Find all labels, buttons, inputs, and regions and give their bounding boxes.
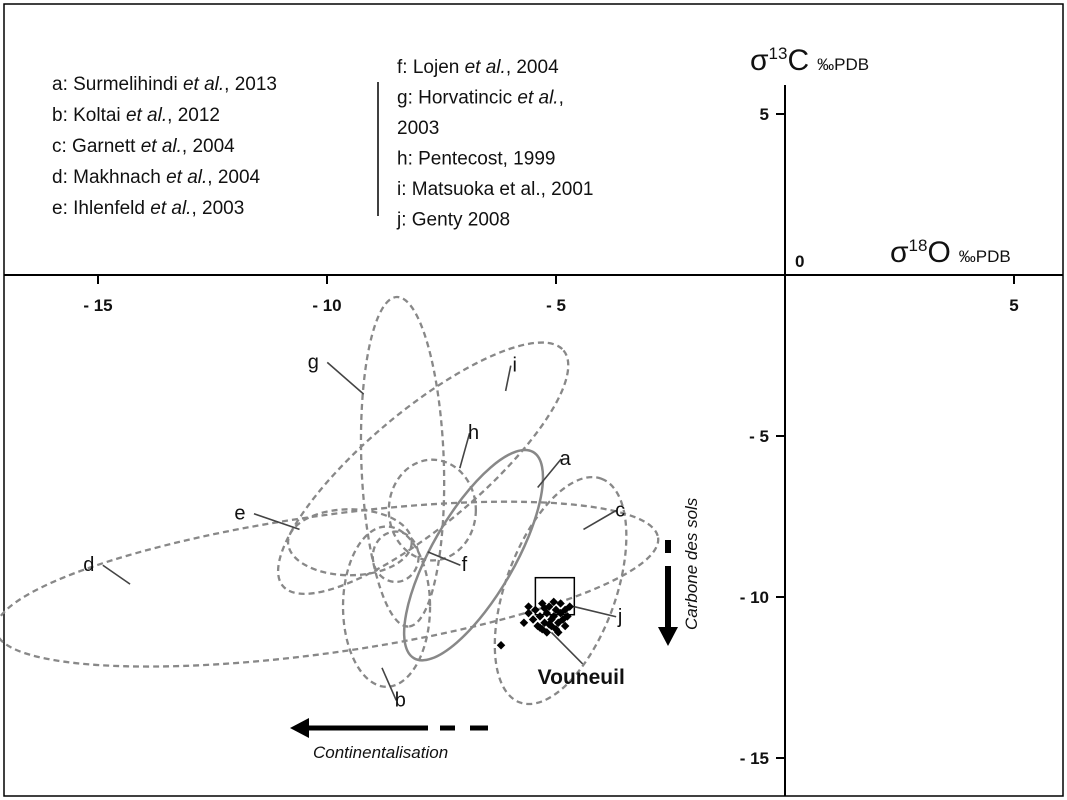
y-axis-title: σ13C ‰PDB <box>750 44 869 77</box>
reference-entry: a: Surmelihindi et al., 2013 <box>52 74 277 95</box>
vouneuil-point <box>560 621 570 631</box>
region-label-c: c <box>615 500 625 522</box>
region-label-g: g <box>308 351 319 373</box>
reference-entry: i: Matsuoka et al., 2001 <box>397 179 593 200</box>
region-label-b: b <box>395 689 406 711</box>
region-label-e: e <box>234 503 245 525</box>
vouneuil-point <box>544 620 554 629</box>
vouneuil-point <box>528 615 538 624</box>
region-leader <box>427 551 461 566</box>
vouneuil-point <box>531 605 540 615</box>
reference-entry: b: Koltai et al., 2012 <box>52 105 220 126</box>
soil-carbon-arrow <box>658 540 678 646</box>
region-leader <box>102 564 131 585</box>
x-tick-label: - 5 <box>546 296 566 315</box>
y-tick-label: 5 <box>760 105 769 124</box>
origin-label: 0 <box>795 252 804 271</box>
reference-entry: 2003 <box>397 118 439 139</box>
region-leader <box>583 509 617 531</box>
region-h <box>387 458 477 562</box>
region-label-j: j <box>617 606 622 628</box>
region-b <box>341 525 432 688</box>
soil-carbon-label: Carbone des sols <box>682 497 701 630</box>
x-axis-title-unit: ‰PDB <box>959 247 1011 266</box>
region-label-f: f <box>462 554 468 576</box>
y-tick-label: - 15 <box>740 749 769 768</box>
region-label-h: h <box>468 422 479 444</box>
region-d <box>0 500 660 668</box>
region-leader <box>381 667 398 701</box>
region-leader <box>537 458 562 489</box>
region-leader <box>504 365 512 392</box>
x-tick-label: - 10 <box>312 296 341 315</box>
region-e <box>286 508 413 577</box>
y-axis-title-unit: ‰PDB <box>817 55 869 74</box>
vouneuil-point <box>524 608 533 618</box>
vouneuil-point <box>554 628 563 637</box>
x-axis-title-sup: 18 <box>909 236 928 255</box>
y-tick-label: - 5 <box>749 427 769 446</box>
x-ticks: - 15 - 10 - 5 5 <box>83 275 1019 315</box>
region-leader <box>459 433 471 469</box>
vouneuil-point <box>540 604 549 613</box>
reference-entry: g: Horvatincic et al., <box>397 88 564 109</box>
reference-entry: e: Ihlenfeld et al., 2003 <box>52 198 244 219</box>
region-f <box>371 530 420 584</box>
references-left: a: Surmelihindi et al., 2013 b: Koltai et… <box>52 74 277 219</box>
y-axis-title-main: σ <box>750 44 769 77</box>
references-right: f: Lojen et al., 2004 g: Horvatincic et a… <box>396 57 593 231</box>
y-ticks: 5 - 5 - 10 - 15 <box>740 105 785 768</box>
vouneuil-point <box>563 612 572 621</box>
chart-frame <box>3 3 1064 797</box>
region-i <box>276 341 570 596</box>
vouneuil-point <box>556 599 565 608</box>
reference-entry: f: Lojen et al., 2004 <box>397 57 559 78</box>
vouneuil-point <box>542 628 552 637</box>
regions <box>0 295 660 706</box>
continentalisation-arrow <box>290 718 488 738</box>
vouneuil-point <box>549 612 558 621</box>
region-labels: d e g i h f b a c j <box>83 351 625 711</box>
y-tick-label: - 10 <box>740 588 769 607</box>
vouneuil-points <box>496 597 574 650</box>
continentalisation-label: Continentalisation <box>313 743 448 762</box>
vouneuil-point <box>565 602 574 611</box>
vouneuil-point <box>535 612 545 621</box>
reference-entry: h: Pentecost, 1999 <box>397 149 555 170</box>
x-tick-label: - 15 <box>83 296 112 315</box>
y-axis-title-element: C <box>787 44 809 77</box>
y-axis-title-sup: 13 <box>769 44 788 63</box>
region-c <box>493 475 628 706</box>
region-leader <box>253 512 300 531</box>
region-label-a: a <box>560 448 572 470</box>
vouneuil-leader <box>550 631 584 665</box>
vouneuil-point <box>519 618 529 628</box>
vouneuil-point <box>535 623 545 632</box>
x-tick-label: 5 <box>1009 296 1018 315</box>
vouneuil-label: Vouneuil <box>538 666 625 689</box>
reference-entry: j: Genty 2008 <box>396 210 510 231</box>
reference-entry: d: Makhnach et al., 2004 <box>52 167 261 188</box>
region-a <box>402 448 545 662</box>
reference-entry: c: Garnett et al., 2004 <box>52 136 235 157</box>
region-label-d: d <box>83 554 94 576</box>
x-axis-title-element: O <box>927 236 950 269</box>
region-leader <box>574 605 617 618</box>
vouneuil-point <box>524 602 533 611</box>
region-leader <box>326 361 365 395</box>
region-label-i: i <box>513 355 517 377</box>
vouneuil-point <box>549 597 558 607</box>
x-axis-title-main: σ <box>890 236 909 269</box>
x-axis-title: σ18O ‰PDB <box>890 236 1011 269</box>
vouneuil-point <box>496 641 506 650</box>
